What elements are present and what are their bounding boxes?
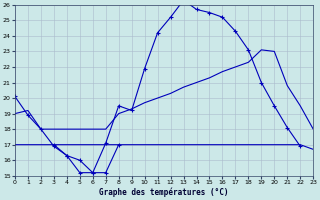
X-axis label: Graphe des températures (°C): Graphe des températures (°C) [99,188,229,197]
